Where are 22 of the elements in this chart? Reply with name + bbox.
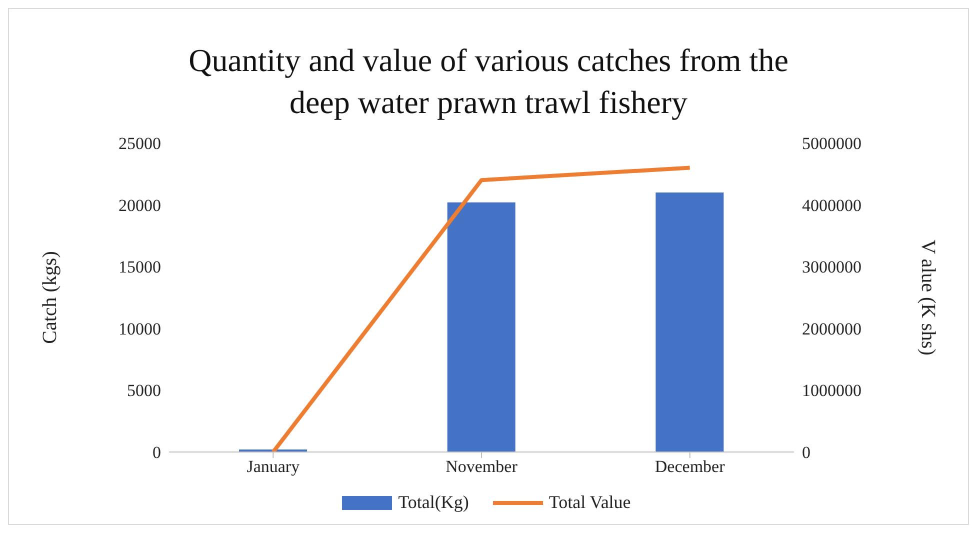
y-axis-title: Catch (kgs) <box>39 251 62 344</box>
y-tick-label: 25000 <box>118 134 161 154</box>
y-tick-label: 15000 <box>118 258 161 277</box>
y-tick-label: 5000 <box>127 381 161 400</box>
y2-tick-label: 4000000 <box>802 196 862 215</box>
y-tick-label: 10000 <box>118 319 161 338</box>
y2-tick-label: 5000000 <box>802 134 862 154</box>
chart-title: Quantity and value of various catches from the deep water prawn trawl fishery <box>188 41 790 122</box>
bar <box>447 202 516 452</box>
y-tick-label: 0 <box>152 443 161 462</box>
bar <box>656 192 724 452</box>
x-tick-label: November <box>446 457 518 476</box>
legend-label: Total(Kg) <box>397 492 469 513</box>
y2-tick-label: 0 <box>802 443 810 462</box>
y2-tick-label: 3000000 <box>802 258 862 277</box>
y2-tick-label: 1000000 <box>802 381 862 400</box>
legend-label: Total Value <box>548 492 631 513</box>
y2-tick-label: 2000000 <box>802 319 862 338</box>
x-tick-label: December <box>654 457 726 476</box>
x-tick-label: January <box>246 457 300 476</box>
y-tick-label: 20000 <box>118 196 161 215</box>
y2-axis-title: V alue (K shs) <box>916 240 939 356</box>
